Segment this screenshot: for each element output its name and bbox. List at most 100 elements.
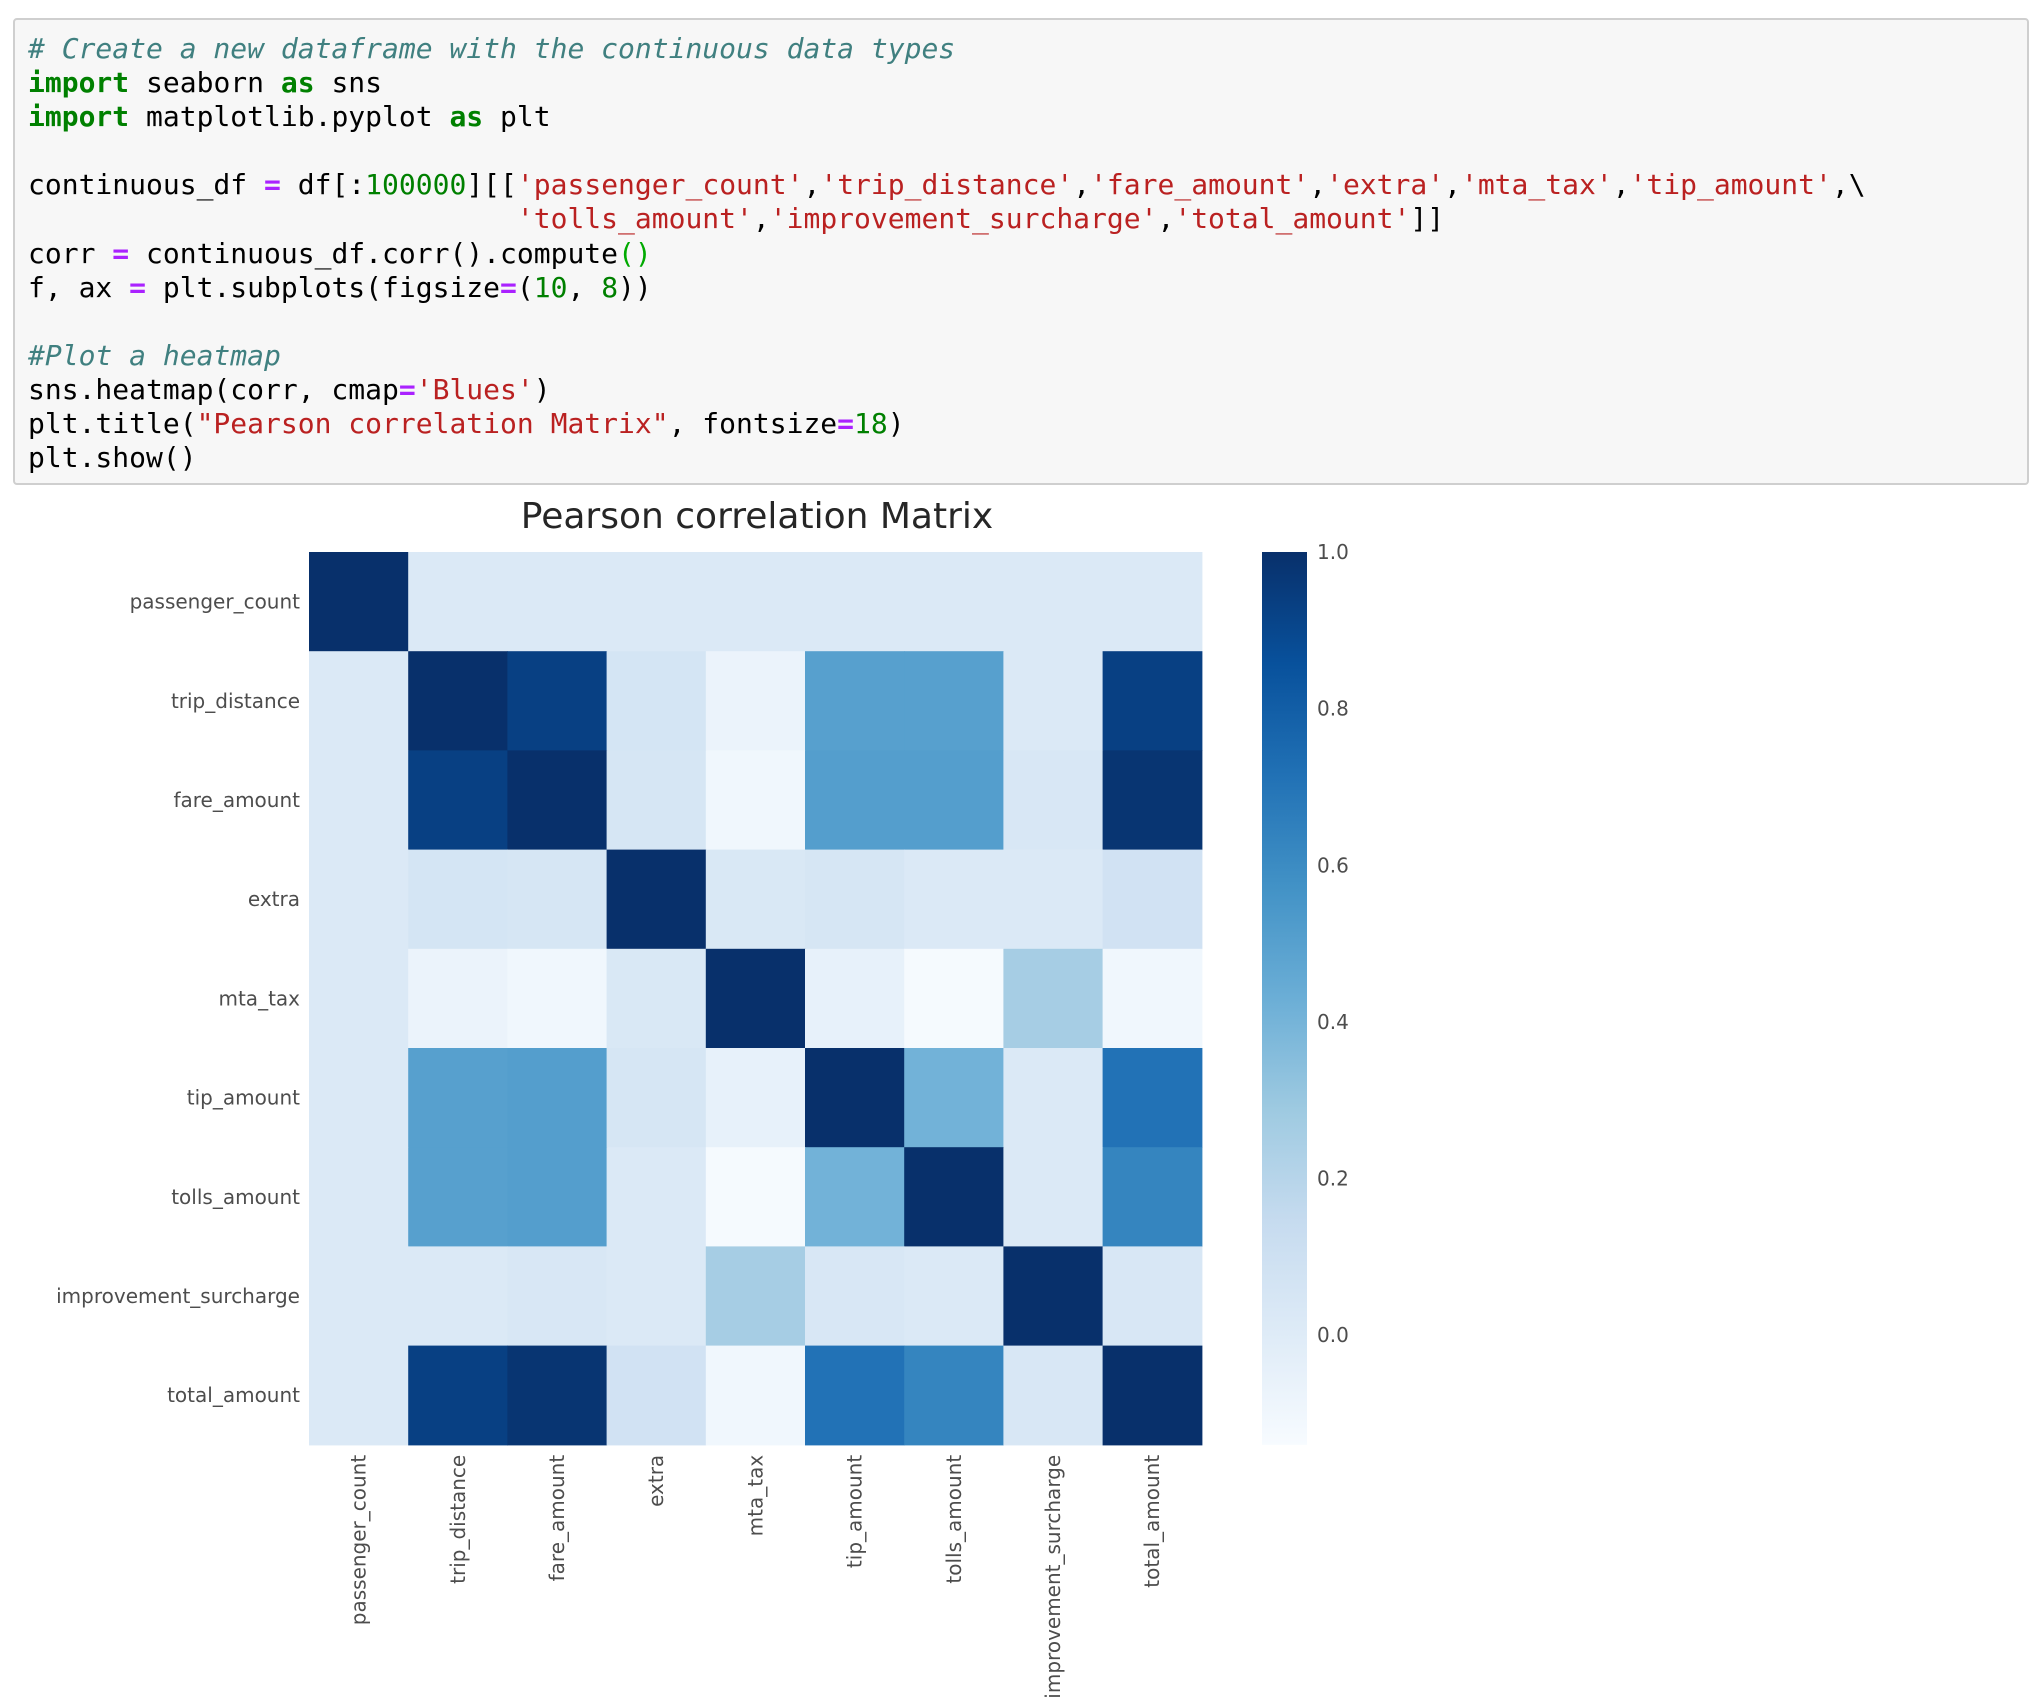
heatmap-cell <box>1102 1345 1203 1446</box>
code-token: df[: <box>280 168 366 202</box>
heatmap-cell <box>805 552 905 652</box>
code-token: , <box>1157 202 1175 236</box>
heatmap-cell <box>1102 750 1203 851</box>
code-token: plt.subplots(figsize <box>146 270 501 304</box>
colorbar-gradient <box>1262 552 1307 1445</box>
code-token: seaborn <box>129 66 281 100</box>
code-token: import <box>28 66 130 100</box>
code-token: matplotlib.pyplot <box>129 100 450 134</box>
heatmap-cell <box>805 1147 905 1247</box>
column-label: trip_distance <box>446 1455 470 1584</box>
heatmap-cell <box>904 948 1004 1049</box>
heatmap-cell <box>309 1345 409 1446</box>
heatmap-cell <box>1102 849 1203 950</box>
code-token: = <box>398 372 416 406</box>
heatmap-cell <box>408 750 508 851</box>
row-label: total_amount <box>167 1383 300 1407</box>
colorbar-tick-label: 0.8 <box>1317 697 1349 721</box>
code-token: , <box>803 168 821 202</box>
row-label: tolls_amount <box>171 1185 300 1209</box>
heatmap-cell <box>606 849 707 950</box>
heatmap-cell <box>507 948 608 1049</box>
code-line: #Plot a heatmap <box>28 339 281 372</box>
code-token: 18 <box>854 407 888 441</box>
heatmap-cell <box>408 552 508 652</box>
code-token: 'passenger_count' <box>516 168 804 202</box>
row-label: passenger_count <box>130 590 301 614</box>
heatmap-cell <box>904 849 1004 950</box>
code-line: 'tolls_amount','improvement_surcharge','… <box>28 202 1444 235</box>
code-line: plt.show() <box>28 441 197 474</box>
heatmap-cell <box>1003 552 1104 652</box>
heatmap-cell <box>904 1048 1004 1148</box>
heatmap-cell <box>606 948 707 1049</box>
code-token: () <box>618 236 652 270</box>
heatmap-cell <box>507 849 608 950</box>
heatmap-cell <box>507 750 608 851</box>
heatmap-cell <box>1003 948 1104 1049</box>
heatmap-cell <box>606 552 707 652</box>
heatmap-cell <box>1003 1345 1104 1446</box>
colorbar-tick-label: 1.0 <box>1317 540 1349 564</box>
code-token: ) <box>887 407 905 441</box>
code-line: continuous_df = df[:100000][['passenger_… <box>28 168 1866 201</box>
column-label: tolls_amount <box>942 1455 966 1584</box>
code-token: ) <box>533 372 551 406</box>
code-token: plt <box>483 100 551 134</box>
heatmap-cell <box>1003 1246 1104 1347</box>
colorbar-tick-label: 0.4 <box>1317 1010 1349 1034</box>
code-token: , <box>1309 168 1327 202</box>
code-token: 'trip_distance' <box>820 168 1074 202</box>
heatmap-cell <box>1003 1147 1104 1247</box>
heatmap-cell <box>1003 750 1104 851</box>
heatmap-cell <box>904 552 1004 652</box>
heatmap-cell <box>805 651 905 751</box>
code-line: sns.heatmap(corr, cmap='Blues') <box>28 373 551 406</box>
code-token: = <box>500 270 517 304</box>
code-token: as <box>449 100 484 134</box>
heatmap-cell <box>904 1246 1004 1347</box>
code-line: plt.title("Pearson correlation Matrix", … <box>28 407 905 440</box>
code-token: continuous_df <box>28 168 265 202</box>
column-label: mta_tax <box>743 1455 767 1537</box>
heatmap-cell <box>904 750 1004 851</box>
heatmap-cell <box>1102 651 1203 751</box>
code-token: , <box>1444 168 1461 202</box>
row-label: improvement_surcharge <box>56 1284 300 1308</box>
code-token: , <box>567 270 602 304</box>
row-label: fare_amount <box>173 788 300 812</box>
heatmap-cell <box>507 651 608 751</box>
heatmap-cell <box>507 1246 608 1347</box>
heatmap-cell <box>705 750 806 851</box>
code-token: = <box>264 168 281 202</box>
code-token: ][[ <box>466 168 517 202</box>
code-cell[interactable]: # Create a new dataframe with the contin… <box>13 18 2029 485</box>
heatmap-cell <box>408 1147 508 1247</box>
output-area: Pearson correlation Matrix passenger_cou… <box>0 490 2044 1698</box>
code-token: = <box>837 407 855 441</box>
code-token: )) <box>618 270 652 304</box>
code-token: # Create a new dataframe with the contin… <box>28 32 956 65</box>
column-labels: passenger_count trip_distance fare_amount e… <box>347 1455 1165 1698</box>
heatmap-cell <box>309 849 409 950</box>
code-token: 'total_amount' <box>1174 202 1411 236</box>
colorbar-tick-label: 0.6 <box>1317 853 1349 877</box>
code-token: "Pearson correlation Matrix" <box>196 407 669 441</box>
column-label: passenger_count <box>347 1455 371 1626</box>
heatmap-cell <box>1003 849 1104 950</box>
heatmap-cell <box>507 1048 608 1148</box>
code-token: sns <box>314 66 383 100</box>
code-token: 10 <box>533 270 568 304</box>
code-token: #Plot a heatmap <box>28 338 281 372</box>
code-token: = <box>129 270 147 304</box>
chart-title: Pearson correlation Matrix <box>521 496 993 537</box>
heatmap-cell <box>606 1246 707 1347</box>
heatmap-cell <box>606 651 707 751</box>
colorbar-tick-label: 0.2 <box>1317 1167 1349 1191</box>
heatmap-cell <box>904 1345 1004 1446</box>
code-token: ( <box>516 270 534 304</box>
code-editor[interactable]: # Create a new dataframe with the contin… <box>15 20 2027 475</box>
heatmap-cell <box>309 1048 409 1148</box>
heatmap-cell <box>705 552 806 652</box>
heatmap-cell <box>805 948 905 1049</box>
